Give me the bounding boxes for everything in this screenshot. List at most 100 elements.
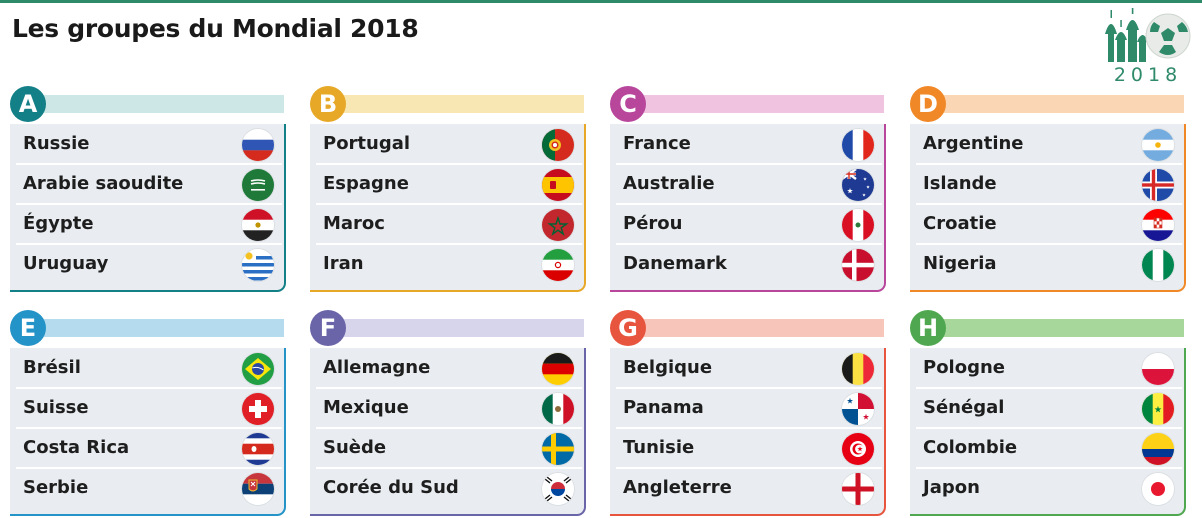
row-divider [616,427,882,429]
group-header: F [310,310,586,346]
group-f: F Allemagne Mexique Suède Corée du Sud [310,310,586,516]
team-name: Espagne [323,173,409,194]
team-name: Iran [323,253,364,274]
team-name: Danemark [623,253,727,274]
group-header: H [910,310,1186,346]
team-name: Suède [323,437,387,458]
team-row: Pérou [610,205,884,244]
team-name: Sénégal [923,397,1005,418]
group-letter-badge: A [10,86,46,122]
row-divider [916,427,1182,429]
top-accent-line [0,0,1202,3]
group-color-bar [322,319,584,337]
group-header: E [10,310,286,346]
croatia-flag-icon [1142,209,1174,241]
switzerland-flag-icon [242,393,274,425]
row-divider [916,203,1182,205]
egypt-flag-icon [242,209,274,241]
team-row: Angleterre [610,469,884,508]
team-row: Panama [610,389,884,428]
group-d: D Argentine Islande Croatie Nigeria [910,86,1186,292]
group-a: A Russie Arabie saoudite Égypte Uruguay [10,86,286,292]
group-header: C [610,86,886,122]
logo-year: 2018 [1113,64,1183,86]
row-divider [16,467,282,469]
team-row: Serbie [10,469,284,508]
row-divider [316,243,582,245]
team-name: Belgique [623,357,713,378]
row-divider [16,243,282,245]
world-cup-russia-logo-icon [1105,8,1191,62]
row-divider [316,467,582,469]
group-header: D [910,86,1186,122]
group-team-list: France Australie Pérou Danemark [610,124,886,292]
row-divider [616,163,882,165]
poland-flag-icon [1142,353,1174,385]
nigeria-flag-icon [1142,249,1174,281]
portugal-flag-icon [542,129,574,161]
team-name: Corée du Sud [323,477,459,498]
team-row: Corée du Sud [310,469,584,508]
team-row: Brésil [10,349,284,388]
team-name: Égypte [23,213,94,234]
team-row: Espagne [310,165,584,204]
iran-flag-icon [542,249,574,281]
england-flag-icon [842,473,874,505]
world-cup-logo: 2018 [1102,8,1194,90]
brazil-flag-icon [242,353,274,385]
team-row: Portugal [310,125,584,164]
team-name: Arabie saoudite [23,173,184,194]
group-color-bar [622,95,884,113]
team-name: Brésil [23,357,81,378]
row-divider [916,163,1182,165]
team-row: Costa Rica [10,429,284,468]
group-letter-badge: B [310,86,346,122]
denmark-flag-icon [842,249,874,281]
team-row: Arabie saoudite [10,165,284,204]
group-team-list: Allemagne Mexique Suède Corée du Sud [310,348,586,516]
japan-flag-icon [1142,473,1174,505]
team-name: Colombie [923,437,1018,458]
row-divider [316,203,582,205]
team-name: Pologne [923,357,1006,378]
team-name: Costa Rica [23,437,130,458]
group-team-list: Belgique Panama Tunisie Angleterre [610,348,886,516]
group-color-bar [622,319,884,337]
team-row: Croatie [910,205,1184,244]
team-name: Nigeria [923,253,997,274]
team-name: Pérou [623,213,683,234]
row-divider [916,467,1182,469]
group-team-list: Pologne Sénégal Colombie Japon [910,348,1186,516]
team-name: Angleterre [623,477,732,498]
team-row: Islande [910,165,1184,204]
group-letter-badge: C [610,86,646,122]
team-name: Japon [923,477,980,498]
russia-flag-icon [242,129,274,161]
argentina-flag-icon [1142,129,1174,161]
page-title: Les groupes du Mondial 2018 [12,14,419,43]
group-color-bar [22,319,284,337]
row-divider [616,467,882,469]
group-header: G [610,310,886,346]
team-name: France [623,133,691,154]
team-row: Maroc [310,205,584,244]
row-divider [316,163,582,165]
group-g: G Belgique Panama Tunisie Angleterre [610,310,886,516]
group-color-bar [322,95,584,113]
group-color-bar [922,95,1184,113]
group-c: C France Australie Pérou Danemark [610,86,886,292]
team-row: Suisse [10,389,284,428]
group-letter-badge: E [10,310,46,346]
team-name: Australie [623,173,715,194]
team-row: Colombie [910,429,1184,468]
row-divider [916,243,1182,245]
germany-flag-icon [542,353,574,385]
group-e: E Brésil Suisse Costa Rica Serbie [10,310,286,516]
group-letter-badge: F [310,310,346,346]
team-row: Australie [610,165,884,204]
team-row: Mexique [310,389,584,428]
team-name: Mexique [323,397,409,418]
group-header: A [10,86,286,122]
team-name: Russie [23,133,90,154]
spain-flag-icon [542,169,574,201]
